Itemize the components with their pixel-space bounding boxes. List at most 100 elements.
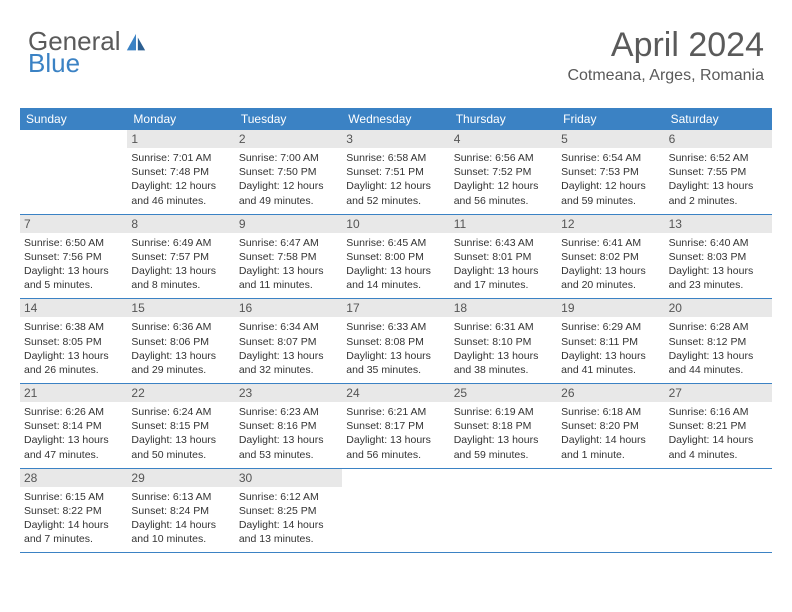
- calendar-day: 5Sunrise: 6:54 AMSunset: 7:53 PMDaylight…: [557, 130, 664, 214]
- sunset-text: Sunset: 8:22 PM: [24, 504, 123, 518]
- dow-cell: Sunday: [20, 108, 127, 130]
- day-number: 11: [450, 215, 557, 233]
- daylight-text: Daylight: 13 hours: [24, 349, 123, 363]
- daylight-text: and 5 minutes.: [24, 278, 123, 292]
- calendar-day: 14Sunrise: 6:38 AMSunset: 8:05 PMDayligh…: [20, 299, 127, 383]
- day-number: 17: [342, 299, 449, 317]
- calendar-week: 7Sunrise: 6:50 AMSunset: 7:56 PMDaylight…: [20, 215, 772, 300]
- sunset-text: Sunset: 8:02 PM: [561, 250, 660, 264]
- sunset-text: Sunset: 7:53 PM: [561, 165, 660, 179]
- sunrise-text: Sunrise: 6:12 AM: [239, 490, 338, 504]
- sunrise-text: Sunrise: 6:16 AM: [669, 405, 768, 419]
- sunset-text: Sunset: 7:58 PM: [239, 250, 338, 264]
- sail-icon: [125, 32, 147, 54]
- sunset-text: Sunset: 8:15 PM: [131, 419, 230, 433]
- sunset-text: Sunset: 8:06 PM: [131, 335, 230, 349]
- calendar-day: 1Sunrise: 7:01 AMSunset: 7:48 PMDaylight…: [127, 130, 234, 214]
- sunset-text: Sunset: 8:03 PM: [669, 250, 768, 264]
- sunset-text: Sunset: 8:11 PM: [561, 335, 660, 349]
- sunset-text: Sunset: 7:56 PM: [24, 250, 123, 264]
- daylight-text: and 14 minutes.: [346, 278, 445, 292]
- daylight-text: and 59 minutes.: [454, 448, 553, 462]
- calendar-day: 24Sunrise: 6:21 AMSunset: 8:17 PMDayligh…: [342, 384, 449, 468]
- sunset-text: Sunset: 8:00 PM: [346, 250, 445, 264]
- day-number: 8: [127, 215, 234, 233]
- calendar-day: 13Sunrise: 6:40 AMSunset: 8:03 PMDayligh…: [665, 215, 772, 299]
- calendar-day: [450, 469, 557, 553]
- daylight-text: and 13 minutes.: [239, 532, 338, 546]
- sunrise-text: Sunrise: 6:58 AM: [346, 151, 445, 165]
- sunset-text: Sunset: 8:14 PM: [24, 419, 123, 433]
- day-number: 4: [450, 130, 557, 148]
- sunset-text: Sunset: 8:05 PM: [24, 335, 123, 349]
- sunrise-text: Sunrise: 6:56 AM: [454, 151, 553, 165]
- day-number: 6: [665, 130, 772, 148]
- calendar-day: 7Sunrise: 6:50 AMSunset: 7:56 PMDaylight…: [20, 215, 127, 299]
- calendar-day: 27Sunrise: 6:16 AMSunset: 8:21 PMDayligh…: [665, 384, 772, 468]
- dow-cell: Wednesday: [342, 108, 449, 130]
- sunset-text: Sunset: 8:08 PM: [346, 335, 445, 349]
- sunrise-text: Sunrise: 7:01 AM: [131, 151, 230, 165]
- daylight-text: and 38 minutes.: [454, 363, 553, 377]
- daylight-text: and 8 minutes.: [131, 278, 230, 292]
- sunrise-text: Sunrise: 6:28 AM: [669, 320, 768, 334]
- daylight-text: Daylight: 13 hours: [346, 349, 445, 363]
- sunrise-text: Sunrise: 6:18 AM: [561, 405, 660, 419]
- calendar-week: 14Sunrise: 6:38 AMSunset: 8:05 PMDayligh…: [20, 299, 772, 384]
- daylight-text: Daylight: 12 hours: [454, 179, 553, 193]
- day-number: 29: [127, 469, 234, 487]
- calendar-day: 17Sunrise: 6:33 AMSunset: 8:08 PMDayligh…: [342, 299, 449, 383]
- daylight-text: Daylight: 13 hours: [454, 264, 553, 278]
- sunset-text: Sunset: 8:18 PM: [454, 419, 553, 433]
- day-number: 15: [127, 299, 234, 317]
- calendar-day: [557, 469, 664, 553]
- day-number: 13: [665, 215, 772, 233]
- daylight-text: Daylight: 13 hours: [131, 433, 230, 447]
- calendar-day: 2Sunrise: 7:00 AMSunset: 7:50 PMDaylight…: [235, 130, 342, 214]
- day-empty: [557, 469, 664, 487]
- daylight-text: and 59 minutes.: [561, 194, 660, 208]
- sunrise-text: Sunrise: 7:00 AM: [239, 151, 338, 165]
- sunrise-text: Sunrise: 6:41 AM: [561, 236, 660, 250]
- daylight-text: and 52 minutes.: [346, 194, 445, 208]
- sunrise-text: Sunrise: 6:52 AM: [669, 151, 768, 165]
- day-number: 18: [450, 299, 557, 317]
- daylight-text: and 50 minutes.: [131, 448, 230, 462]
- daylight-text: and 29 minutes.: [131, 363, 230, 377]
- sunrise-text: Sunrise: 6:19 AM: [454, 405, 553, 419]
- day-number: 1: [127, 130, 234, 148]
- calendar-day: 19Sunrise: 6:29 AMSunset: 8:11 PMDayligh…: [557, 299, 664, 383]
- daylight-text: Daylight: 12 hours: [346, 179, 445, 193]
- calendar-day: 30Sunrise: 6:12 AMSunset: 8:25 PMDayligh…: [235, 469, 342, 553]
- daylight-text: Daylight: 14 hours: [239, 518, 338, 532]
- sunrise-text: Sunrise: 6:24 AM: [131, 405, 230, 419]
- dow-header: Sunday Monday Tuesday Wednesday Thursday…: [20, 108, 772, 130]
- logo: General Blue: [28, 28, 147, 76]
- logo-text-bottom: Blue: [28, 50, 121, 76]
- sunset-text: Sunset: 8:24 PM: [131, 504, 230, 518]
- sunset-text: Sunset: 7:50 PM: [239, 165, 338, 179]
- daylight-text: Daylight: 13 hours: [561, 349, 660, 363]
- sunset-text: Sunset: 8:21 PM: [669, 419, 768, 433]
- day-number: 20: [665, 299, 772, 317]
- day-number: 22: [127, 384, 234, 402]
- calendar-day: 22 Sunrise: 6:24 AMSunset: 8:15 PMDayligh…: [127, 384, 234, 468]
- dow-cell: Thursday: [450, 108, 557, 130]
- daylight-text: and 1 minute.: [561, 448, 660, 462]
- day-empty: [450, 469, 557, 487]
- day-empty: [20, 130, 127, 148]
- daylight-text: and 23 minutes.: [669, 278, 768, 292]
- calendar-week: 28Sunrise: 6:15 AMSunset: 8:22 PMDayligh…: [20, 469, 772, 554]
- calendar-day: [342, 469, 449, 553]
- daylight-text: and 44 minutes.: [669, 363, 768, 377]
- logo-text: General Blue: [28, 28, 121, 76]
- day-number: 23: [235, 384, 342, 402]
- sunrise-text: Sunrise: 6:54 AM: [561, 151, 660, 165]
- calendar-day: 11Sunrise: 6:43 AMSunset: 8:01 PMDayligh…: [450, 215, 557, 299]
- calendar-day: 21Sunrise: 6:26 AMSunset: 8:14 PMDayligh…: [20, 384, 127, 468]
- daylight-text: Daylight: 13 hours: [669, 264, 768, 278]
- daylight-text: and 17 minutes.: [454, 278, 553, 292]
- day-number: 3: [342, 130, 449, 148]
- sunrise-text: Sunrise: 6:50 AM: [24, 236, 123, 250]
- daylight-text: and 20 minutes.: [561, 278, 660, 292]
